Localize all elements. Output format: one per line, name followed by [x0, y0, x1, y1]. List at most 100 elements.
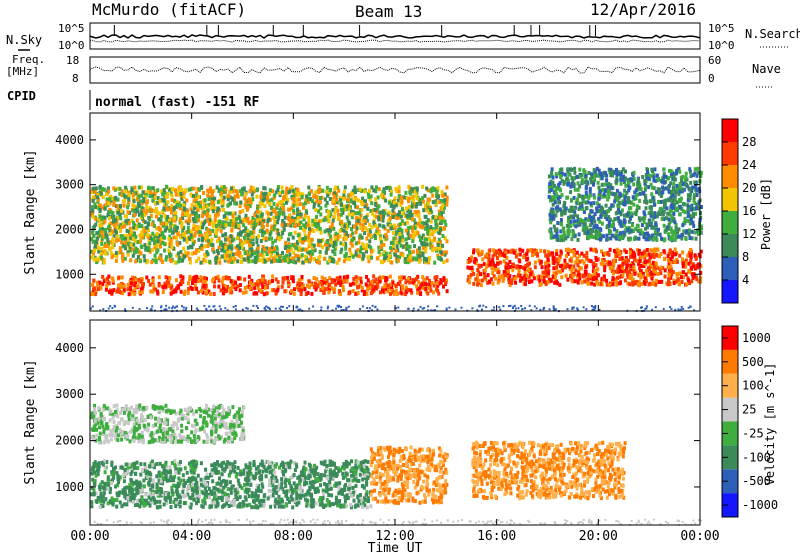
data-cell: [603, 251, 607, 256]
data-cell: [218, 219, 222, 224]
data-cell: [330, 222, 334, 227]
data-cell: [555, 249, 559, 253]
data-cell: [161, 209, 165, 213]
data-cell: [566, 277, 570, 282]
data-cell: [152, 237, 156, 242]
data-cell: [176, 284, 180, 289]
data-cell: [178, 206, 182, 211]
data-cell: [486, 260, 490, 265]
data-cell: [288, 207, 292, 212]
data-cell: [443, 219, 447, 224]
data-cell: [121, 291, 124, 296]
data-cell: [468, 259, 471, 264]
data-cell: [211, 228, 215, 233]
data-cell: [258, 229, 262, 234]
data-cell: [577, 272, 581, 277]
data-cell: [168, 234, 172, 239]
data-cell: [127, 292, 131, 297]
data-cell: [419, 238, 422, 243]
data-cell: [307, 192, 311, 197]
data-cell: [178, 185, 182, 190]
data-cell: [570, 279, 574, 284]
data-cell: [564, 265, 567, 270]
data-cell: [278, 191, 282, 196]
data-cell: [420, 225, 424, 230]
data-cell: [100, 217, 104, 221]
data-cell: [312, 205, 316, 210]
data-cell: [558, 181, 562, 186]
data-cell: [666, 211, 670, 216]
data-cell: [691, 220, 695, 225]
data-cell: [144, 226, 148, 231]
data-cell: [316, 242, 320, 247]
data-cell: [145, 204, 149, 209]
data-cell: [517, 268, 521, 273]
data-cell: [262, 236, 266, 241]
data-cell: [571, 273, 575, 278]
data-cell: [148, 217, 152, 222]
data-cell: [432, 283, 436, 288]
data-cell: [307, 238, 311, 243]
data-cell: [200, 243, 204, 248]
data-cell: [472, 250, 475, 255]
data-cell: [626, 212, 630, 217]
data-cell: [672, 278, 676, 283]
data-cell: [109, 240, 113, 245]
data-cell: [605, 237, 609, 242]
data-cell: [675, 187, 679, 191]
data-cell: [692, 223, 696, 228]
data-cell: [123, 256, 127, 261]
data-cell: [191, 237, 194, 242]
data-cell: [548, 182, 552, 186]
data-cell: [364, 199, 367, 204]
data-cell: [299, 214, 303, 219]
data-cell: [273, 238, 277, 243]
data-cell: [618, 269, 622, 273]
data-cell: [645, 268, 649, 273]
data-cell: [358, 187, 362, 192]
data-cell: [286, 249, 289, 254]
data-cell: [566, 195, 570, 200]
data-cell: [222, 286, 225, 291]
data-cell: [255, 253, 259, 258]
data-cell: [513, 276, 517, 281]
data-cell: [441, 203, 445, 208]
data-cell: [593, 195, 597, 200]
data-cell: [140, 213, 144, 218]
data-cell: [292, 250, 296, 255]
data-cell: [389, 287, 393, 292]
data-cell: [292, 199, 296, 204]
data-cell: [559, 218, 563, 222]
data-cell: [221, 243, 225, 248]
data-cell: [139, 277, 143, 281]
data-cell: [587, 195, 591, 200]
data-cell: [188, 256, 192, 261]
data-cell: [441, 216, 445, 221]
data-cell: [173, 224, 177, 229]
data-cell: [427, 259, 431, 264]
data-cell: [328, 225, 332, 230]
data-cell: [268, 188, 272, 193]
data-cell: [584, 190, 588, 195]
data-cell: [582, 168, 586, 173]
data-cell: [312, 276, 316, 280]
data-cell: [170, 289, 174, 294]
data-cell: [310, 223, 314, 228]
data-cell: [190, 203, 194, 208]
data-cell: [610, 269, 614, 273]
data-cell: [549, 278, 553, 283]
data-cell: [168, 276, 172, 280]
data-cell: [133, 223, 137, 228]
data-cell: [669, 169, 673, 173]
data-cell: [165, 217, 169, 222]
data-cell: [199, 275, 203, 280]
data-cell: [126, 218, 130, 223]
data-cell: [659, 271, 663, 276]
data-cell: [570, 259, 574, 264]
data-cell: [527, 275, 531, 280]
data-cell: [520, 276, 524, 281]
data-cell: [681, 209, 685, 214]
data-cell: [632, 250, 636, 255]
data-cell: [244, 290, 248, 295]
data-cell: [693, 180, 697, 185]
